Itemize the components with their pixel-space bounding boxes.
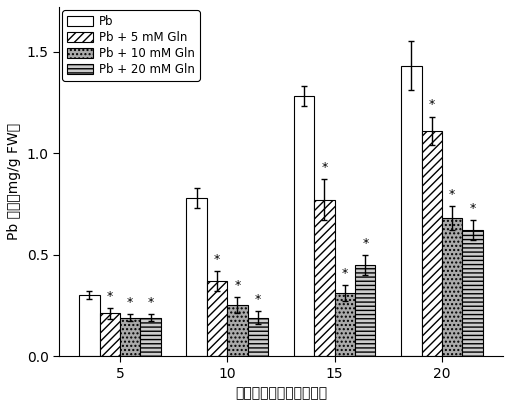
Text: *: * [234, 279, 240, 292]
Text: *: * [214, 253, 220, 266]
Bar [207, 281, 227, 356]
Text: *: * [341, 267, 347, 280]
Bar [247, 317, 268, 356]
X-axis label: 谷氨酰胺处理时间（天）: 谷氨酰胺处理时间（天） [235, 386, 326, 400]
Bar [293, 96, 314, 356]
Bar [99, 313, 120, 356]
Bar [314, 200, 334, 356]
Bar [462, 230, 482, 356]
Bar [140, 317, 160, 356]
Text: *: * [448, 188, 455, 201]
Bar [186, 198, 207, 356]
Bar [79, 295, 99, 356]
Text: *: * [428, 98, 434, 112]
Text: *: * [147, 296, 153, 309]
Y-axis label: Pb 含量（mg/g FW）: Pb 含量（mg/g FW） [7, 123, 21, 240]
Bar [421, 131, 441, 356]
Bar [401, 66, 421, 356]
Bar [227, 305, 247, 356]
Text: *: * [469, 202, 475, 215]
Text: *: * [127, 296, 133, 309]
Bar [120, 317, 140, 356]
Text: *: * [321, 162, 327, 175]
Bar [354, 265, 375, 356]
Bar [334, 293, 354, 356]
Legend: Pb, Pb + 5 mM Gln, Pb + 10 mM Gln, Pb + 20 mM Gln: Pb, Pb + 5 mM Gln, Pb + 10 mM Gln, Pb + … [62, 11, 199, 81]
Text: *: * [254, 293, 261, 306]
Text: *: * [361, 236, 367, 249]
Bar [441, 218, 462, 356]
Text: *: * [106, 290, 112, 303]
